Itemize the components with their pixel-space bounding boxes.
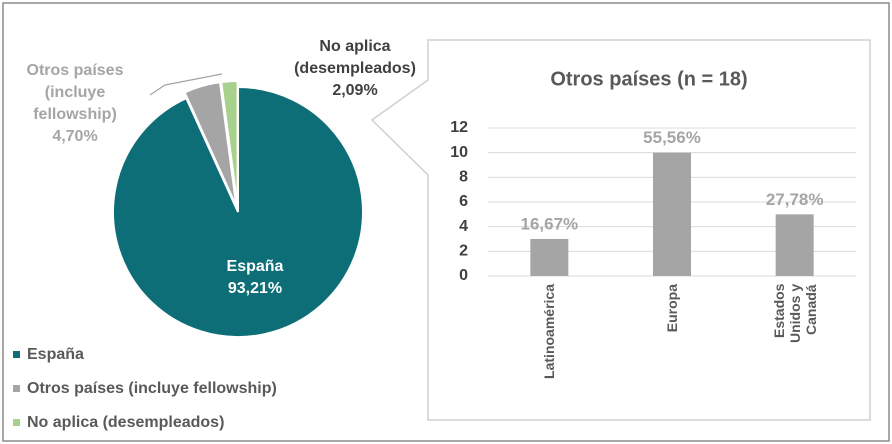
pie-slice: [220, 80, 239, 207]
bar-value-label: 27,78%: [766, 190, 824, 209]
slice-label-name: España: [226, 258, 284, 275]
legend-label: No aplica (desempleados): [27, 414, 224, 431]
legend-label: España: [27, 346, 84, 363]
x-tick-label: Latinoamérica: [541, 284, 558, 379]
slice-label-value: 2,09%: [332, 82, 378, 99]
y-tick-label: 6: [459, 193, 468, 210]
leader-line: [149, 73, 223, 96]
slice-label: España 93,21%: [195, 256, 315, 300]
bar-value-label: 55,56%: [643, 128, 701, 147]
bar: [653, 152, 691, 276]
legend-swatch: [13, 351, 20, 358]
slice-label: No aplica (desempleados) 2,09%: [280, 36, 430, 102]
x-tick-label: Estados Unidos y Canadá: [770, 284, 819, 344]
y-tick-label: 8: [459, 169, 468, 186]
y-tick-label: 10: [450, 144, 468, 161]
pie-slice: [183, 81, 238, 207]
bar: [530, 239, 569, 276]
slice-label-value: 93,21%: [227, 280, 283, 297]
pie-slice: [112, 85, 364, 338]
bar: [775, 214, 814, 276]
x-tick-label-box: Latinoamérica: [514, 284, 584, 379]
slice-label: Otros países (incluye fellowship) 4,70%: [20, 60, 130, 148]
legend-swatch: [13, 419, 20, 426]
slice-label-value: 4,70%: [52, 128, 98, 145]
x-tick-label: Europa: [664, 284, 680, 333]
y-tick-label: 2: [459, 243, 468, 260]
y-tick-label: 12: [450, 119, 468, 136]
bar-title: Otros países (n = 18): [550, 68, 747, 90]
callout-panel: [370, 39, 871, 421]
x-tick-label-box: Estados Unidos y Canadá: [760, 284, 830, 356]
y-tick-label: 4: [459, 218, 468, 235]
legend-label: Otros países (incluye fellowship): [27, 380, 277, 397]
slice-label-name: No aplica (desempleados): [294, 38, 416, 77]
y-tick-label: 0: [459, 267, 468, 284]
bar-value-label: 16,67%: [520, 214, 578, 233]
x-tick-label-box: Europa: [637, 284, 707, 332]
slice-label-name: Otros países (incluye fellowship): [26, 62, 124, 123]
legend-swatch: [13, 385, 20, 392]
